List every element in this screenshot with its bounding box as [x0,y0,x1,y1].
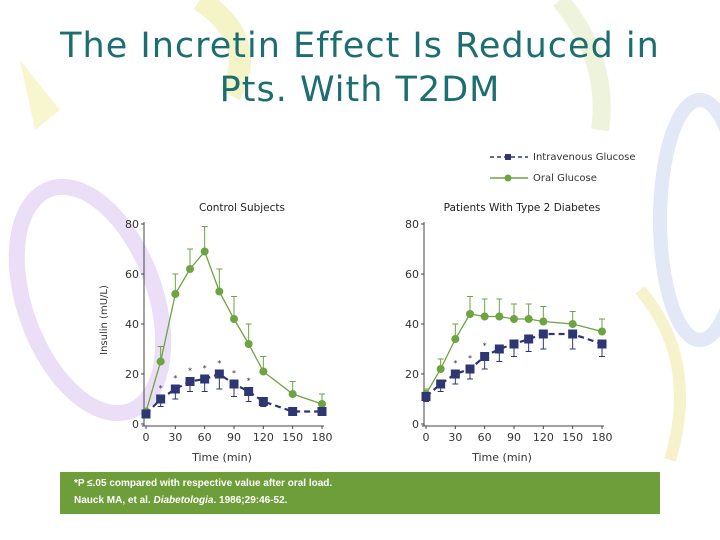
iv-data-point [524,334,534,344]
iv-data-point [597,339,607,349]
y-tick-label: 40 [125,318,139,331]
iv-data-point [436,379,446,389]
x-axis-label: Time (min) [191,451,252,464]
oral-data-point [510,315,518,323]
oral-data-point [230,315,238,323]
x-tick-label: 0 [423,431,430,444]
significance-asterisk: * [173,374,177,383]
oral-data-point [436,365,445,373]
y-tick-label: 20 [125,368,139,381]
x-tick-label: 0 [143,431,150,444]
control-subjects-chart: Control Subjects 0 20 40 60 80 0 30 60 90 120 150 18… [99,202,333,464]
iv-data-point [494,344,504,354]
iv-data-point [450,369,460,379]
iv-data-point [141,409,151,419]
x-tick-label: 30 [448,431,462,444]
iv-data-point [317,407,327,416]
iv-data-point [200,374,210,384]
oral-data-point [466,310,474,318]
y-tick-label: 80 [125,218,139,231]
y-tick-label: 60 [405,268,419,281]
iv-data-point [509,339,519,349]
citation-details: . 1986;29:46-52. [213,495,288,506]
y-tick-label: 20 [405,368,419,381]
oral-data-point [186,265,194,273]
oral-data-point [259,367,268,376]
iv-data-point [538,329,548,339]
x-tick-label: 90 [507,431,521,444]
oral-data-point [318,400,326,408]
oral-data-point [215,287,224,296]
significance-asterisk: * [217,359,221,368]
x-tick-label: 60 [198,431,212,444]
oral-data-point [495,312,504,321]
oral-data-point [451,335,460,343]
legend-iv-marker [505,154,511,160]
significance-asterisk: * [188,367,192,376]
slide-title-line-2: Pts. With T2DM [219,70,501,110]
iv-data-point [568,329,578,339]
citation: Nauck MA, et al. Diabetologia. 1986;29:4… [74,495,287,506]
oral-data-point [480,312,489,321]
x-tick-label: 90 [227,431,241,444]
iv-data-point [185,377,195,386]
oral-data-point [524,315,533,323]
y-tick-label: 0 [132,418,139,431]
oral-data-point [539,317,548,326]
oral-data-point [200,247,209,256]
iv-data-point [214,369,224,379]
x-tick-label: 180 [592,431,613,444]
significance-asterisk: * [483,342,487,351]
legend-oral-label: Oral Glucose [533,173,597,184]
chart-title: Control Subjects [199,202,285,214]
iv-data-point [288,407,298,416]
x-axis-label: Time (min) [471,451,532,464]
iv-data-point [421,392,431,401]
x-tick-label: 150 [562,431,583,444]
significance-asterisk: * [232,369,236,378]
y-tick-label: 40 [405,318,419,331]
x-tick-label: 180 [312,431,333,444]
iv-data-point [229,379,239,389]
iv-data-point [480,352,490,361]
iv-data-point [156,394,166,404]
iv-data-point [244,387,254,396]
x-tick-label: 120 [533,431,554,444]
significance-asterisk: * [159,384,163,393]
y-tick-label: 60 [125,268,139,281]
chart-title: Patients With Type 2 Diabetes [444,202,601,214]
chart-legend: Intravenous Glucose Oral Glucose [490,152,636,184]
oral-data-point [171,290,180,298]
legend-iv-label: Intravenous Glucose [533,152,636,163]
iv-series-line [425,332,603,398]
x-tick-label: 120 [253,431,274,444]
x-tick-label: 150 [282,431,303,444]
oral-data-point [288,390,297,398]
y-tick-label: 80 [405,218,419,231]
citation-authors: Nauck MA, et al. [74,495,151,506]
oral-data-point [244,340,253,348]
significance-asterisk: * [468,354,472,363]
oral-data-point [598,327,606,336]
iv-data-point [170,384,180,394]
type2-diabetes-chart: Patients With Type 2 Diabetes 0 20 40 60 80 0 3… [405,202,613,464]
x-tick-label: 60 [478,431,492,444]
citation-journal: Diabetologia [153,495,214,506]
y-tick-label: 0 [412,418,419,431]
slide-title-line-1: The Incretin Effect Is Reduced in [60,26,660,66]
oral-data-point [568,320,577,328]
footnote-bar: *P ≤.05 compared with respective value a… [60,472,660,514]
iv-data-point [258,397,268,406]
iv-data-point [465,364,475,374]
y-axis-label: Insulin (mU/L) [99,285,110,355]
significance-note: *P ≤.05 compared with respective value a… [74,478,333,489]
x-tick-label: 30 [168,431,182,444]
significance-asterisk: * [247,377,251,386]
significance-asterisk: * [453,359,457,368]
legend-oral-marker [504,174,512,182]
significance-asterisk: * [203,364,207,373]
oral-data-point [156,357,165,366]
